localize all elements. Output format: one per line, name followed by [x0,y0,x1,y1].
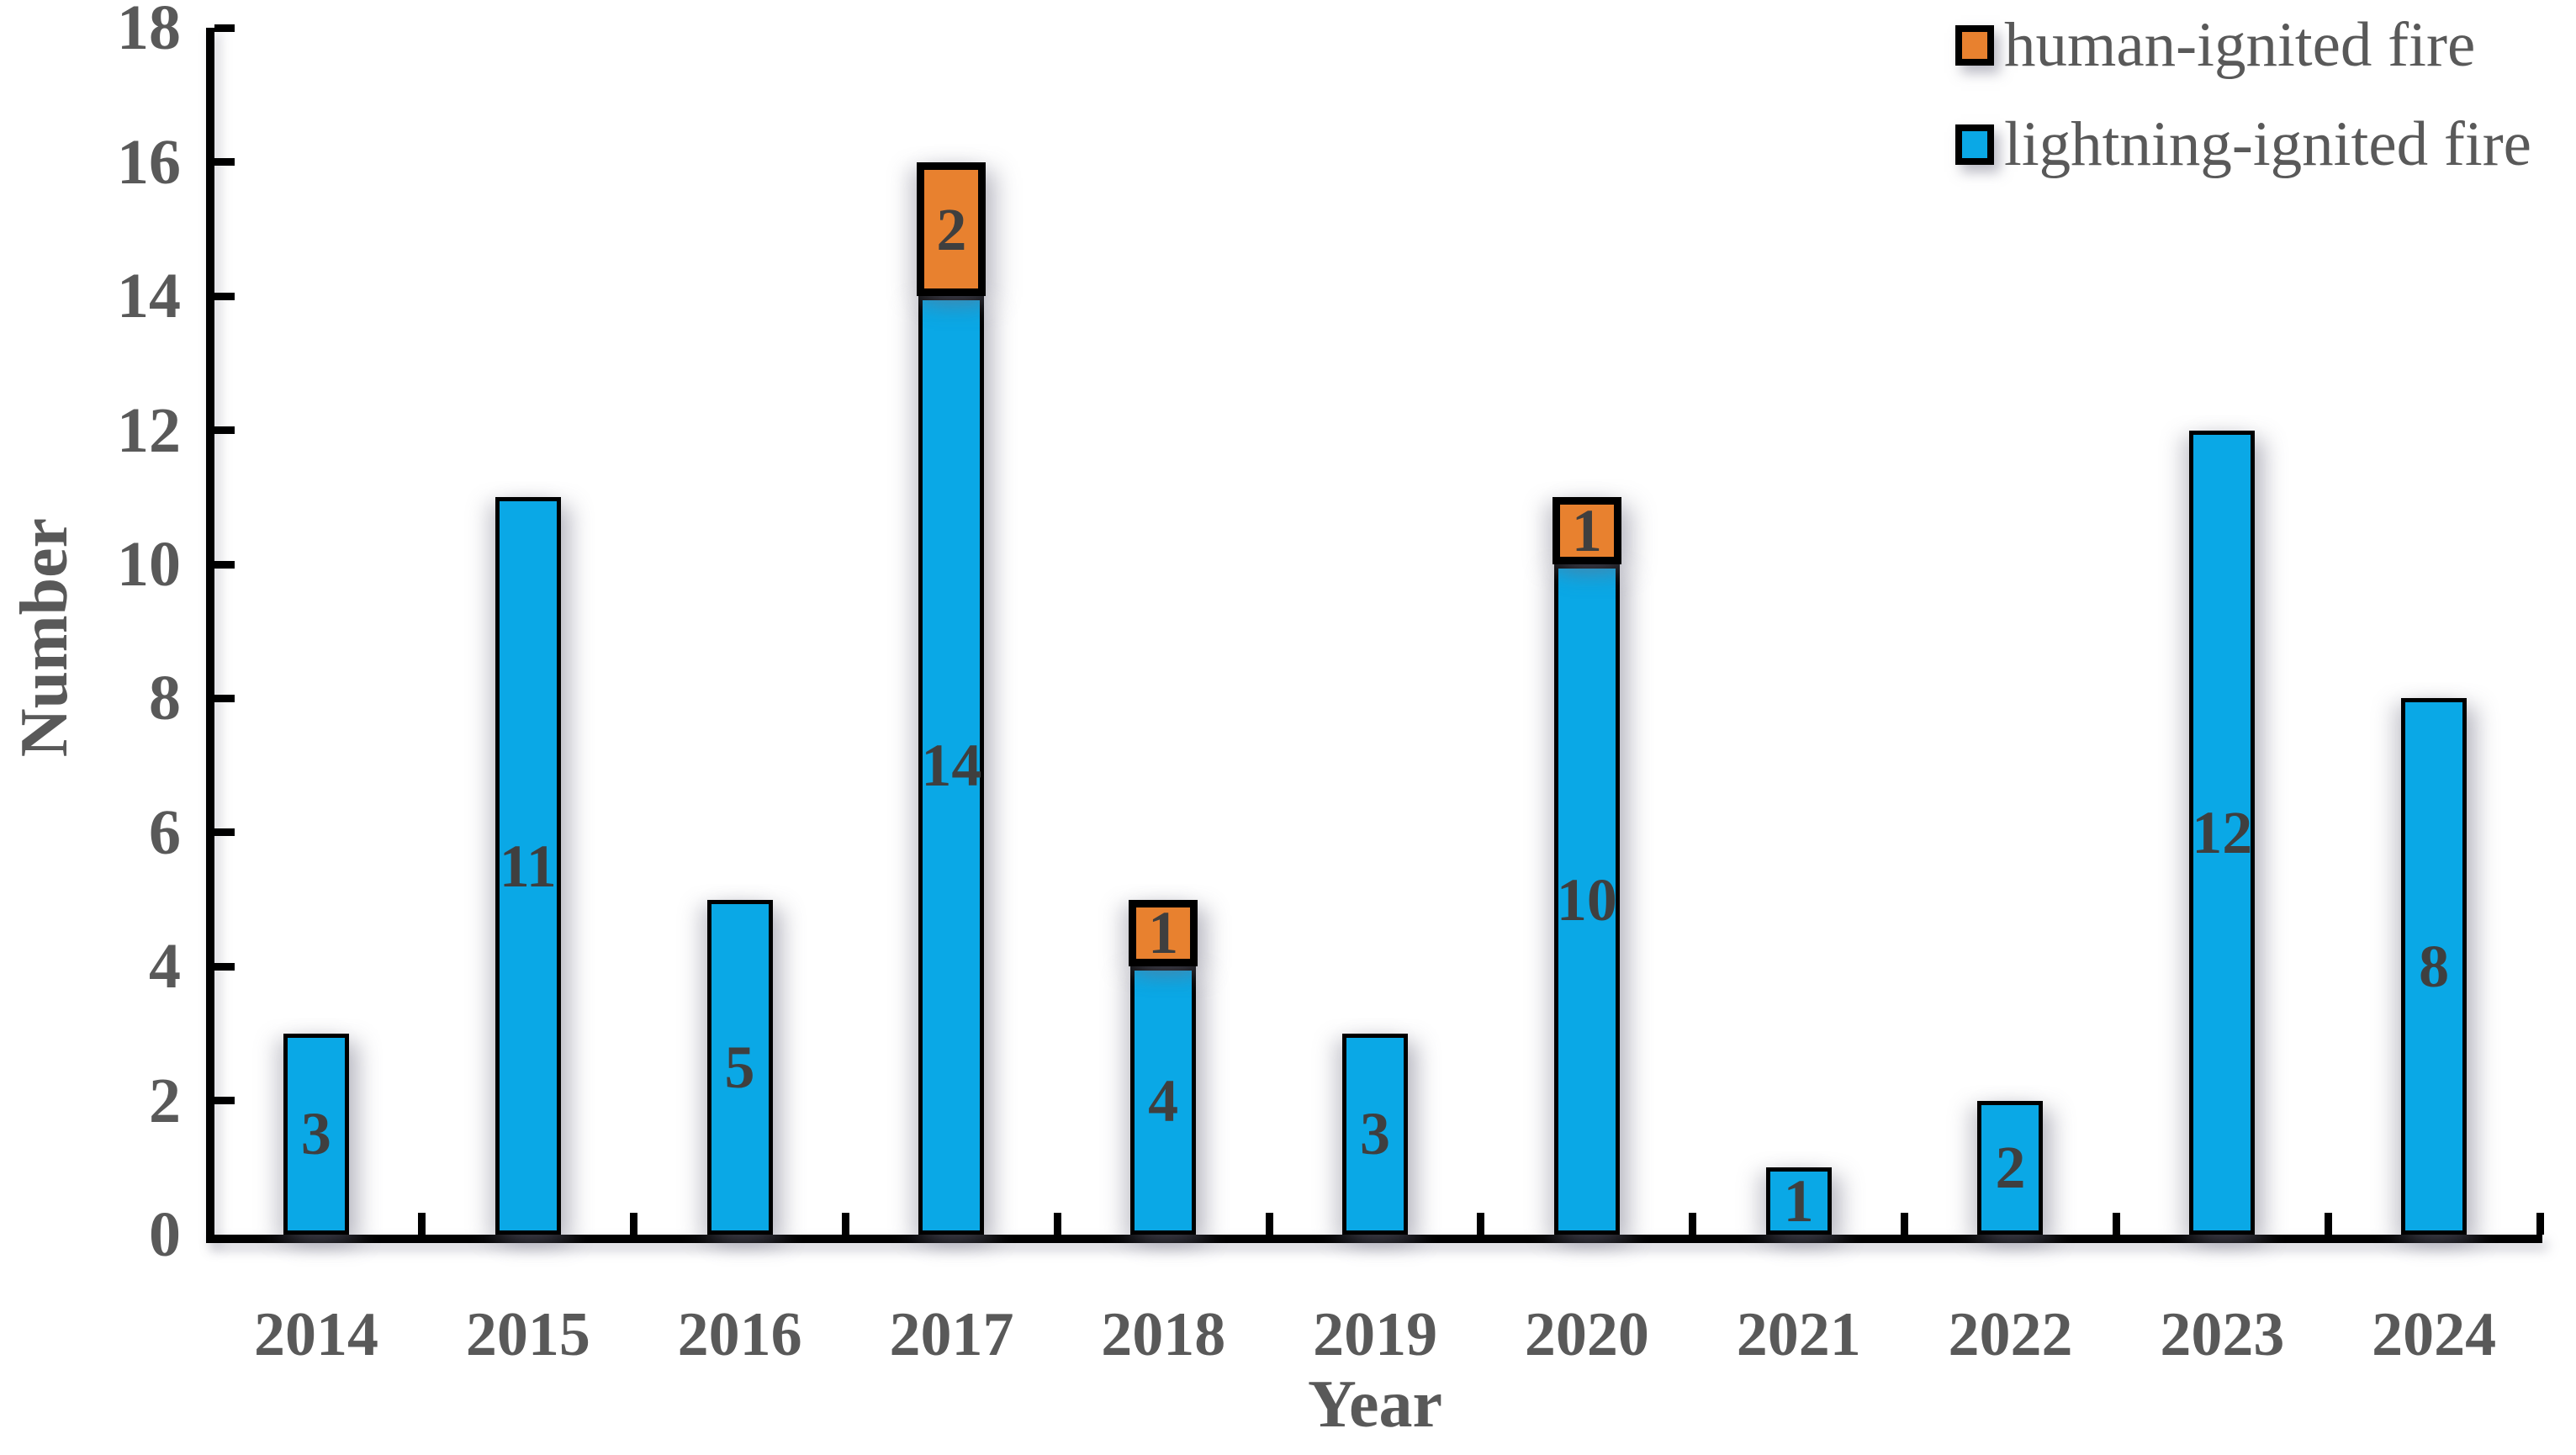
bar-value-label: 12 [2192,798,2253,866]
x-tick [2112,1213,2120,1235]
y-tick-label: 14 [117,261,181,332]
y-tick-label: 4 [149,931,181,1003]
y-tick-label: 6 [149,796,181,868]
human-ignited-fire-swatch-icon [1955,25,1994,66]
x-tick [1901,1213,1909,1235]
bar-lightning-2018 [1130,966,1197,1235]
bar-value-label: 10 [1556,865,1617,934]
y-axis-line [206,28,214,1243]
bar-value-label: 2 [1995,1134,2026,1202]
x-tick-label: 2023 [2160,1300,2285,1369]
y-tick [214,560,235,569]
bar-value-label: 1 [1783,1167,1814,1235]
bar-lightning-2022 [1977,1100,2044,1235]
x-tick [2536,1213,2544,1235]
legend-label: lightning-ignited fire [2004,109,2531,179]
x-tick [1053,1213,1061,1235]
x-tick-label: 2021 [1736,1300,1861,1369]
x-tick-label: 2017 [889,1300,1014,1369]
x-tick [630,1213,638,1235]
bar-value-label: 14 [921,732,982,800]
bar-value-label: 3 [300,1100,331,1168]
y-tick [214,292,235,300]
x-tick [418,1213,426,1235]
bar-lightning-2023 [2189,430,2256,1235]
x-tick-label: 2022 [1948,1300,2073,1369]
bar-human-2017 [917,161,986,297]
bar-value-label: 1 [1148,899,1179,967]
bar-value-label: 5 [724,1033,755,1101]
x-tick-label: 2018 [1101,1300,1226,1369]
x-tick [841,1213,849,1235]
x-tick-label: 2014 [254,1300,378,1369]
x-tick [1265,1213,1273,1235]
y-tick [214,426,235,435]
y-tick-label: 8 [149,663,181,734]
bar-lightning-2016 [706,899,773,1235]
y-tick-label: 18 [117,0,181,64]
y-tick-label: 12 [117,394,181,466]
y-tick [214,158,235,167]
bar-lightning-2015 [495,497,561,1235]
x-tick [1477,1213,1485,1235]
bar-lightning-2014 [283,1033,349,1235]
x-tick-label: 2020 [1524,1300,1649,1369]
bar-lightning-2017 [918,296,985,1235]
y-tick-label: 16 [117,126,181,198]
bar-human-2020 [1552,497,1621,564]
x-tick [2324,1213,2332,1235]
y-tick [214,962,235,971]
y-axis-title: Number [8,517,82,758]
x-tick-label: 2016 [677,1300,802,1369]
bar-lightning-2024 [2401,698,2468,1235]
bar-value-label: 11 [499,832,557,900]
x-tick-label: 2019 [1313,1300,1438,1369]
bar-value-label: 1 [1571,497,1602,565]
y-tick-label: 10 [117,529,181,600]
lightning-ignited-fire-swatch-icon [1955,124,1994,165]
bar-value-label: 4 [1148,1066,1179,1135]
bar-value-label: 8 [2419,933,2450,1001]
x-tick [1689,1213,1697,1235]
legend-label: human-ignited fire [2004,10,2476,80]
bar-human-2018 [1129,899,1198,967]
x-tick [206,1213,214,1235]
bar-lightning-2019 [1342,1033,1408,1235]
y-tick [214,694,235,702]
y-tick [214,1097,235,1105]
x-axis-line [206,1235,2542,1243]
y-tick [214,828,235,837]
x-axis-title: Year [1308,1368,1442,1442]
x-tick-label: 2024 [2372,1300,2497,1369]
bar-value-label: 3 [1360,1100,1390,1168]
y-tick-label: 2 [149,1065,181,1136]
x-tick-label: 2015 [465,1300,590,1369]
bar-lightning-2020 [1553,564,1620,1235]
bar-lightning-2021 [1765,1167,1832,1235]
y-tick [214,24,235,32]
y-tick-label: 0 [149,1199,181,1270]
bar-value-label: 2 [936,195,967,263]
